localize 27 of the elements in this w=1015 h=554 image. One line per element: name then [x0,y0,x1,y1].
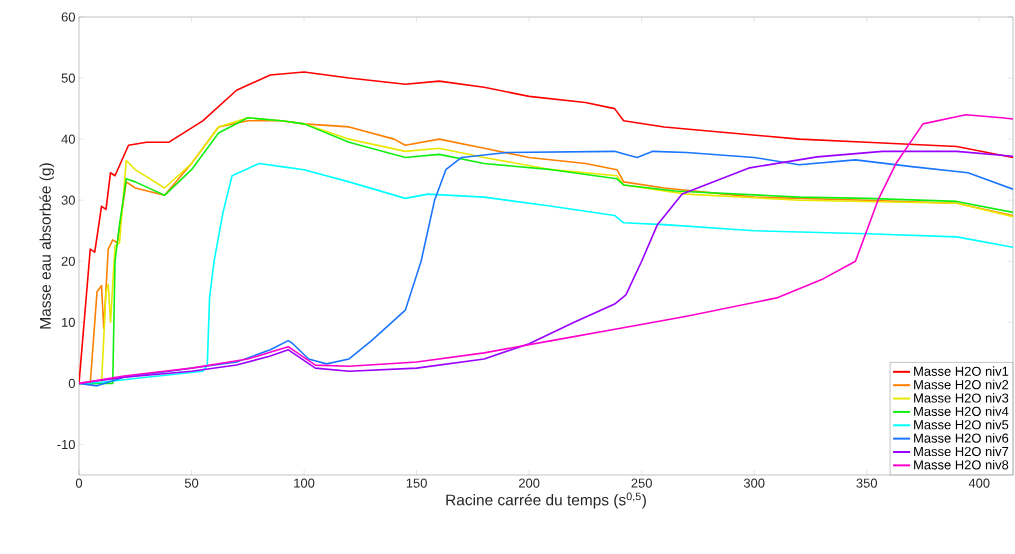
y-tick-label: 10 [62,317,75,327]
y-tick-label: 30 [61,195,75,205]
legend-label: Masse H2O niv8 [914,459,1009,470]
y-tick-label: 40 [61,134,75,144]
legend-label: Masse H2O niv4 [914,406,1009,416]
y-tick-label: 50 [61,73,75,83]
x-tick-label: 250 [631,478,652,488]
legend-label: Masse H2O niv6 [914,433,1009,443]
x-tick-label: 200 [518,478,540,488]
legend-label: Masse H2O niv3 [914,393,1009,403]
legend-label: Masse H2O niv7 [914,446,1009,457]
x-tick-label: 100 [294,478,315,488]
y-tick-label: -10 [57,439,75,450]
legend-label: Masse H2O niv1 [914,366,1009,376]
x-tick-label: 400 [968,478,990,488]
y-axis-title: Masse eau absorbée (g) [39,163,54,329]
y-tick-label: 20 [61,256,75,266]
x-tick-label: 150 [406,478,427,488]
x-tick-label: 300 [743,478,765,488]
legend-label: Masse H2O niv5 [914,419,1009,430]
legend-label: Masse H2O niv2 [914,379,1009,390]
y-tick-label: 0 [68,378,75,388]
y-tick-label: 60 [61,12,75,22]
x-tick-label: 50 [184,478,199,488]
x-axis-title: Racine carrée du temps (s$^{0,5}$) [446,492,646,509]
x-tick-label: 350 [856,478,878,488]
x-tick-label: 0 [75,478,83,488]
